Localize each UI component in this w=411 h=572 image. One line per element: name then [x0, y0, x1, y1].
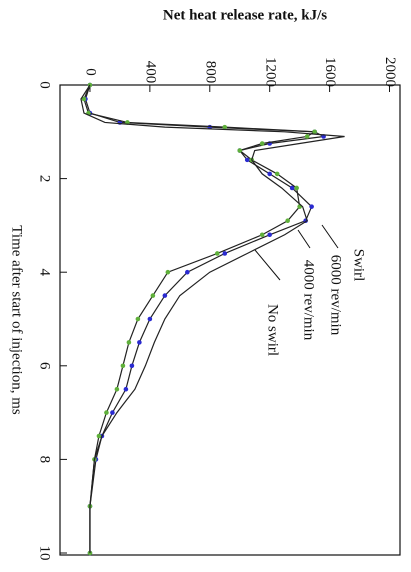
data-point [129, 363, 135, 369]
data-point [289, 185, 295, 191]
y-tick-label: 2000 [382, 57, 398, 87]
leader-lines [254, 224, 339, 281]
data-point [126, 340, 132, 345]
data-point [267, 232, 272, 238]
data-point [123, 386, 129, 392]
data-point [312, 129, 317, 135]
data-point [162, 293, 168, 298]
data-point [285, 218, 290, 224]
data-point [120, 363, 126, 369]
series-line [84, 84, 326, 553]
axis-title: Net heat release rate, kJ/s [163, 7, 327, 23]
data-point [222, 124, 228, 130]
data-point [104, 410, 109, 415]
x-tick-label: 10 [37, 546, 53, 561]
y-tick-label: 800 [202, 61, 218, 84]
data-point [214, 251, 220, 256]
data-point [185, 269, 190, 275]
annotation: Swirl [351, 249, 367, 282]
data-point [135, 316, 141, 322]
legend-label: No swirl [265, 304, 281, 356]
y-tick-label: 0 [83, 68, 99, 76]
data-point [222, 251, 228, 256]
data-point [137, 340, 142, 345]
data-point [110, 410, 115, 415]
data-point [274, 171, 280, 177]
data-point [81, 96, 87, 102]
data-point [96, 433, 102, 439]
data-point [237, 148, 243, 153]
axis-title: Time after start of injection, ms [9, 225, 25, 415]
data-point [259, 141, 265, 146]
x-tick-label: 8 [37, 456, 53, 464]
data-point [165, 269, 171, 275]
data-point [147, 316, 153, 322]
series-line [80, 84, 345, 553]
data-point [304, 134, 310, 139]
x-tick-label: 0 [37, 81, 53, 89]
y-tick-label: 1600 [322, 57, 338, 87]
data-point [114, 386, 120, 392]
legend-label: 4000 rev/min [301, 260, 317, 341]
x-tick-label: 6 [37, 362, 53, 370]
data-point [294, 185, 299, 191]
plot-frame [59, 84, 401, 556]
data-point [150, 293, 156, 298]
data-point [259, 232, 265, 238]
y-tick-label: 1200 [262, 57, 278, 87]
legend-label: 6000 rev/min [328, 255, 344, 336]
data-point [244, 157, 250, 163]
data-point [309, 204, 314, 209]
data-point [267, 171, 272, 177]
y-tick-label: 400 [142, 61, 158, 84]
x-tick-label: 4 [37, 268, 53, 276]
x-tick-label: 2 [37, 175, 53, 183]
